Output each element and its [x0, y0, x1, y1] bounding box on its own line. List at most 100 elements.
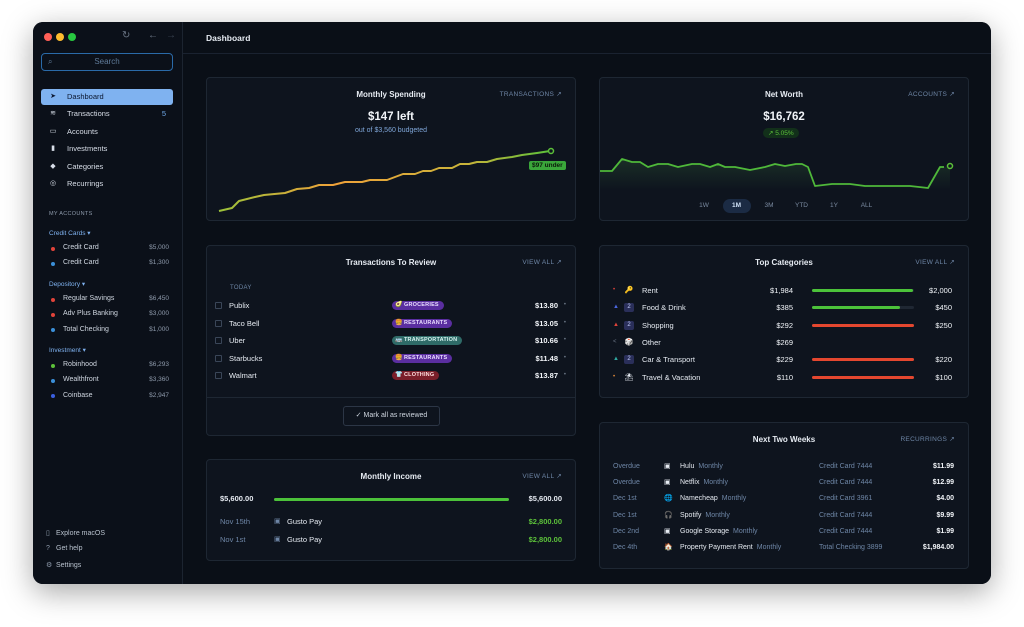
transaction-row[interactable]: Walmart 👕 CLOTHING $13.87 • [207, 367, 575, 384]
sidebar-item-recurrings[interactable]: ◎ Recurrings [41, 176, 173, 192]
category-row[interactable]: • ⛱ Travel & Vacation $110 $100 [600, 369, 968, 386]
category-pill[interactable]: 🚌 TRANSPORTATION [392, 336, 463, 345]
minimize-window-button[interactable] [56, 33, 64, 41]
close-window-button[interactable] [44, 33, 52, 41]
view-all-link[interactable]: VIEW ALL ↗ [522, 473, 562, 480]
category-row[interactable]: ▲ 2 Car & Transport $229 $220 [600, 351, 968, 368]
sidebar-item-label: Transactions [67, 109, 110, 119]
merchant-logo-icon: ▣ [664, 463, 671, 470]
my-accounts-heading: MY ACCOUNTS [49, 211, 93, 217]
bar-chart-icon: ▮ [51, 145, 55, 153]
footer-explore-macos[interactable]: ▯ Explore macOS [46, 530, 106, 537]
recurring-row[interactable]: Dec 1st 🎧 Spotify Monthly Credit Card 7444 $9… [600, 508, 968, 524]
merchant-logo-icon: 🎧 [664, 511, 673, 519]
category-name: Food & Drink [642, 303, 686, 313]
category-progress-fill [812, 306, 900, 310]
account-color-dot [51, 246, 55, 251]
category-name: Rent [642, 286, 658, 295]
category-row[interactable]: • 🔑 Rent $1,984 $2,000 [600, 282, 968, 299]
sidebar-item-count: 5 [161, 109, 166, 119]
sidebar-item-label: Dashboard [67, 92, 104, 101]
recurring-name: Spotify Monthly [680, 511, 730, 519]
zoom-window-button[interactable] [68, 33, 76, 41]
income-amount: $2,800.00 [528, 517, 562, 526]
footer-settings[interactable]: ⚙ Settings [46, 562, 82, 569]
review-checkbox[interactable] [215, 319, 222, 327]
account-name: Coinbase [63, 391, 93, 399]
account-color-dot [51, 261, 55, 266]
category-pill[interactable]: 🍔 RESTAURANTS [392, 353, 453, 363]
card-title: Monthly Income [360, 472, 422, 481]
sidebar-item-investments[interactable]: ▮ Investments [41, 141, 173, 157]
transactions-link[interactable]: TRANSACTIONS ↗ [499, 91, 562, 98]
category-icon: 2 [624, 303, 634, 313]
sidebar-item-dashboard[interactable]: ➤ Dashboard [41, 89, 173, 105]
sidebar-item-accounts[interactable]: ▭ Accounts [41, 124, 173, 140]
range-1w[interactable]: 1W [699, 202, 709, 209]
view-all-link[interactable]: VIEW ALL ↗ [915, 259, 955, 266]
account-name: Adv Plus Banking [63, 310, 118, 318]
sidebar-item-categories[interactable]: ◆ Categories [41, 159, 173, 175]
range-ytd[interactable]: YTD [795, 202, 808, 209]
category-row[interactable]: ▲ 2 Food & Drink $385 $450 [600, 299, 968, 316]
category-pill[interactable]: 🥑 GROCERIES [392, 301, 444, 310]
footer-get-help[interactable]: ? Get help [46, 545, 83, 552]
transaction-row[interactable]: Starbucks 🍔 RESTAURANTS $11.48 • [207, 350, 575, 367]
sidebar-item-transactions[interactable]: ≋ Transactions 5 [41, 106, 173, 122]
merchant-name: Uber [229, 336, 246, 345]
transaction-row[interactable]: Taco Bell 🍔 RESTAURANTS $13.05 • [207, 315, 575, 332]
recurring-name: Google Storage Monthly [680, 527, 758, 535]
income-row[interactable]: Nov 15th ▣ Gusto Pay $2,800.00 [207, 513, 575, 530]
recurring-row[interactable]: Dec 2nd ▣ Google Storage Monthly Credit Card… [600, 524, 968, 540]
recurring-row[interactable]: Overdue ▣ Netflix Monthly Credit Card 7444 $1… [600, 475, 968, 491]
recurring-row[interactable]: Overdue ▣ Hulu Monthly Credit Card 7444 $11.9… [600, 459, 968, 475]
merchant-name: Starbucks [229, 353, 263, 363]
account-group-depository[interactable]: Depository ▾ [49, 281, 86, 288]
category-spent: $110 [776, 372, 793, 382]
transaction-row[interactable]: Uber 🚌 TRANSPORTATION $10.66 • [207, 332, 575, 349]
review-checkbox[interactable] [215, 337, 222, 344]
category-progress-fill [812, 289, 913, 292]
accounts-link[interactable]: ACCOUNTS ↗ [908, 91, 955, 98]
category-budget: $250 [935, 320, 952, 330]
view-all-link[interactable]: VIEW ALL ↗ [522, 259, 562, 266]
category-progress-fill [812, 358, 914, 362]
back-arrow-icon[interactable]: ← [148, 30, 158, 41]
income-received: $5,600.00 [220, 494, 254, 503]
range-3m[interactable]: 3M [764, 202, 774, 209]
range-1m[interactable]: 1M [722, 199, 751, 213]
spending-amount: $147 left [367, 111, 415, 123]
range-all[interactable]: ALL [860, 202, 873, 209]
review-checkbox[interactable] [215, 372, 222, 379]
review-checkbox[interactable] [215, 354, 222, 362]
transaction-row[interactable]: Publix 🥑 GROCERIES $13.80 • [207, 297, 575, 314]
recurrings-link[interactable]: RECURRINGS ↗ [900, 436, 955, 443]
category-pill[interactable]: 👕 CLOTHING [392, 371, 440, 380]
recurring-frequency: Monthly [703, 479, 728, 487]
category-trend-icon: ▲ [613, 356, 619, 363]
account-name: Total Checking [63, 325, 109, 333]
category-name: Travel & Vacation [642, 372, 701, 382]
recurring-frequency: Monthly [698, 463, 723, 470]
account-name: Credit Card [63, 244, 99, 251]
category-row[interactable]: < 🎲 Other $269 [600, 334, 968, 351]
account-balance: $5,000 [149, 244, 169, 251]
recurring-amount: $9.99 [936, 511, 954, 519]
wallet-icon: ▭ [49, 127, 57, 135]
forward-arrow-icon[interactable]: → [166, 30, 176, 41]
mark-all-reviewed-button[interactable]: ✓ Mark all as reviewed [343, 406, 440, 426]
top-categories-card: Top Categories VIEW ALL ↗ • 🔑 Rent $1,984 $2… [599, 245, 969, 398]
account-group-credit-cards[interactable]: Credit Cards ▾ [49, 230, 91, 237]
recurring-row[interactable]: Dec 1st 🌐 Namecheap Monthly Credit Card 3961… [600, 491, 968, 507]
monthly-income-card: Monthly Income VIEW ALL ↗ $5,600.00 $5,6… [206, 459, 576, 561]
category-pill[interactable]: 🍔 RESTAURANTS [392, 318, 453, 328]
unreviewed-dot-icon: • [563, 354, 566, 361]
refresh-icon[interactable]: ↻ [122, 30, 131, 41]
search-input[interactable]: ⌕ Search [41, 53, 173, 71]
account-group-investment[interactable]: Investment ▾ [49, 347, 86, 354]
range-1y[interactable]: 1Y [830, 202, 838, 209]
income-row[interactable]: Nov 1st ▣ Gusto Pay $2,800.00 [207, 531, 575, 548]
category-row[interactable]: ▲ 2 Shopping $292 $250 [600, 317, 968, 334]
review-checkbox[interactable] [215, 302, 222, 309]
recurring-row[interactable]: Dec 4th 🏠 Property Payment Rent Monthly Tota… [600, 540, 968, 556]
